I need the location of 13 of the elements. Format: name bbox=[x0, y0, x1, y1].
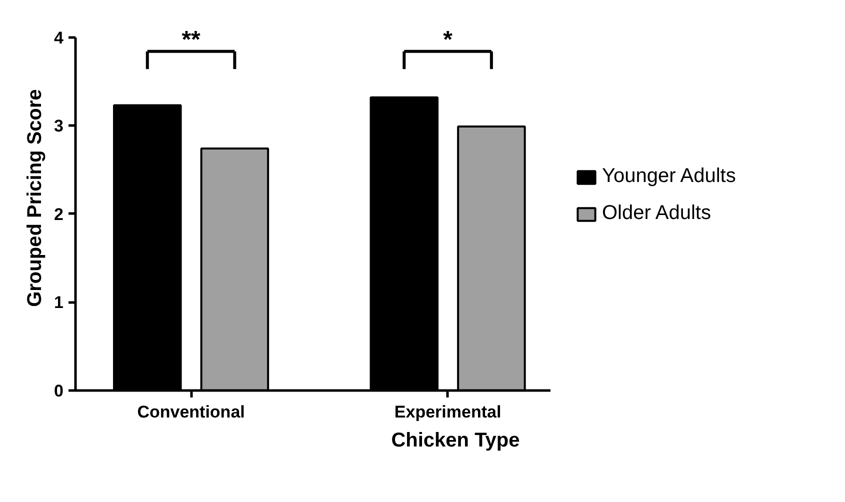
x-tick-label: Experimental bbox=[394, 402, 502, 422]
y-axis-title: Grouped Pricing Score bbox=[24, 89, 46, 307]
legend-label: Younger Adults bbox=[602, 165, 736, 188]
y-tick-label: 0 bbox=[54, 382, 64, 400]
y-tick-label: 2 bbox=[54, 204, 64, 224]
x-tick-label: Conventional bbox=[137, 402, 245, 422]
y-tick-label: 1 bbox=[54, 293, 64, 312]
x-axis-title: Chicken Type bbox=[391, 430, 520, 452]
y-tick-label: 4 bbox=[54, 28, 64, 48]
y-tick-label: 3 bbox=[54, 116, 64, 136]
annotation: ** bbox=[182, 26, 202, 54]
legend-label: Older Adults bbox=[602, 202, 711, 225]
annotation: * bbox=[443, 26, 454, 54]
